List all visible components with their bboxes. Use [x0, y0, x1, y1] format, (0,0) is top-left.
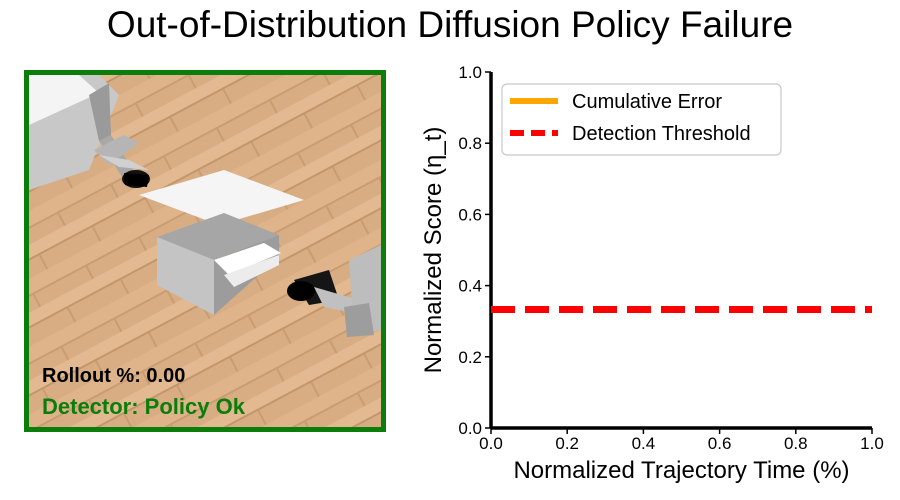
y-tick-label: 1.0	[458, 63, 482, 82]
x-tick-label: 0.6	[708, 434, 732, 453]
page-title: Out-of-Distribution Diffusion Policy Fai…	[106, 4, 794, 45]
x-tick-label: 0.0	[479, 434, 503, 453]
detector-status-label: Detector: Policy Ok	[42, 394, 245, 419]
x-tick-label: 0.4	[632, 434, 656, 453]
rollout-status-label: Rollout %: 0.00	[42, 365, 186, 387]
y-tick-label: 0.6	[458, 205, 482, 224]
x-tick-label: 1.0	[860, 434, 884, 453]
legend-box	[501, 83, 782, 156]
y-tick-label: 0.0	[458, 419, 482, 438]
y-tick-label: 0.8	[458, 134, 482, 153]
y-axis-label: Normalized Score (η_t)	[420, 127, 447, 374]
y-tick-label: 0.2	[458, 348, 482, 367]
x-axis-label: Normalized Trajectory Time (%)	[513, 457, 849, 484]
x-tick-label: 0.8	[784, 434, 808, 453]
x-tick-label: 0.2	[555, 434, 579, 453]
legend-label: Detection Threshold	[572, 123, 751, 145]
simulation-scene-image	[29, 75, 381, 427]
legend-label: Cumulative Error	[572, 91, 722, 113]
y-tick-label: 0.4	[458, 277, 482, 296]
rollout-frame: Rollout %: 0.00 Detector: Policy Ok	[24, 70, 386, 432]
